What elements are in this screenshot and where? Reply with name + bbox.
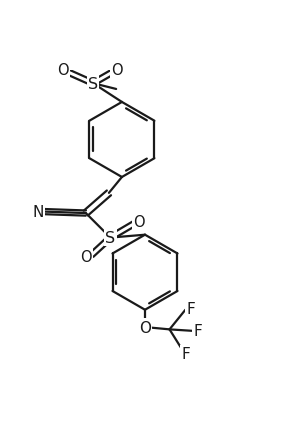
Text: N: N bbox=[32, 205, 44, 220]
Text: O: O bbox=[57, 63, 68, 78]
Text: O: O bbox=[133, 215, 144, 230]
Text: F: F bbox=[186, 301, 195, 316]
Text: F: F bbox=[181, 346, 190, 361]
Text: O: O bbox=[139, 320, 151, 335]
Text: F: F bbox=[193, 323, 202, 338]
Text: S: S bbox=[88, 77, 98, 92]
Text: O: O bbox=[81, 249, 92, 264]
Text: S: S bbox=[105, 230, 115, 246]
Text: O: O bbox=[111, 63, 123, 78]
